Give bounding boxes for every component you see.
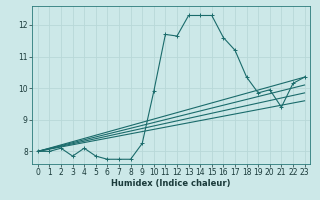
X-axis label: Humidex (Indice chaleur): Humidex (Indice chaleur): [111, 179, 231, 188]
